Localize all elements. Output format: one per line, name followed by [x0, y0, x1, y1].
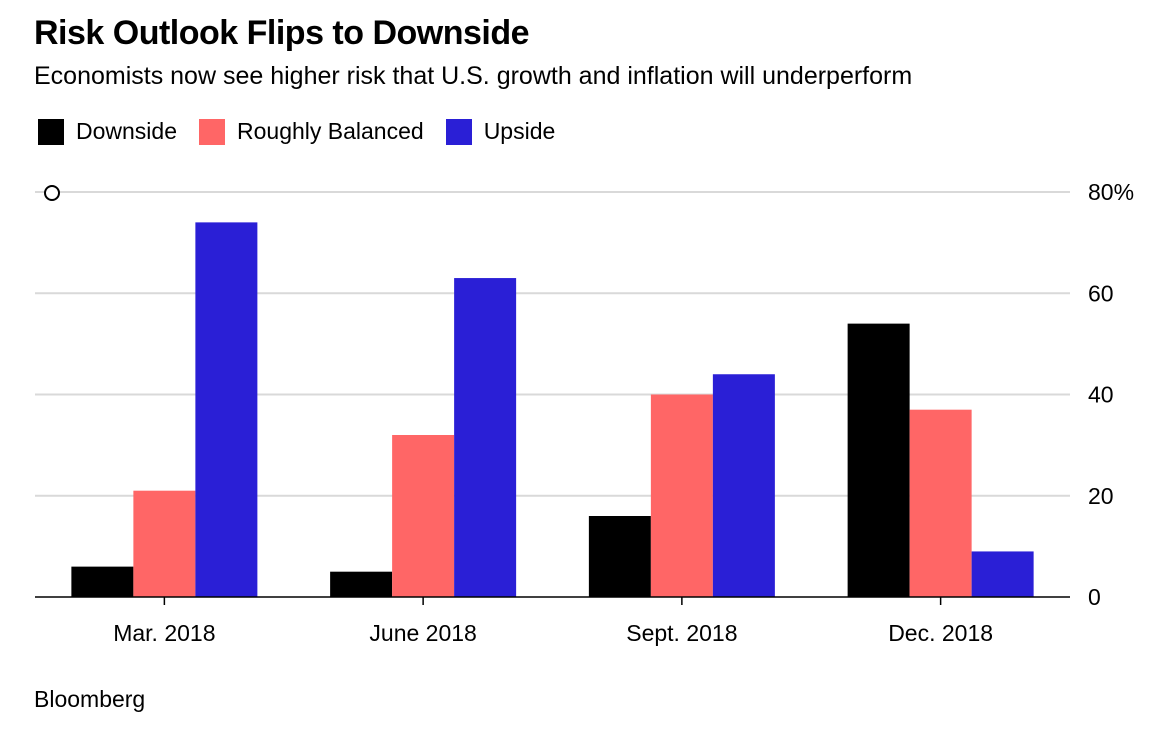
chart-marker-icon [44, 185, 60, 201]
legend-label-downside: Downside [76, 118, 177, 144]
x-tick-label: Mar. 2018 [113, 620, 215, 646]
bar-roughly-balanced [133, 490, 196, 597]
chart-subtitle: Economists now see higher risk that U.S.… [34, 62, 913, 90]
bar-downside [847, 323, 910, 597]
bar-roughly-balanced [909, 409, 972, 597]
legend-swatch-downside [38, 118, 64, 145]
y-tick-label: 80% [1088, 179, 1134, 205]
axes: 0 20 40 60 80% Mar. 2018 June 2018 Sept. 2018 De… [35, 179, 1134, 646]
bar-downside [588, 516, 651, 597]
bars [71, 222, 1034, 597]
bar-upside [712, 374, 775, 597]
legend-label-upside: Upside [483, 118, 556, 144]
bar-downside [330, 571, 393, 597]
legend-swatch-upside [445, 118, 472, 145]
legend-item-upside: Upside [445, 118, 556, 145]
x-tick-label: Sept. 2018 [626, 620, 737, 646]
x-tick-label: Dec. 2018 [888, 620, 993, 646]
bar-upside [971, 551, 1034, 597]
bar-upside [195, 222, 258, 597]
bar-roughly-balanced [650, 394, 713, 597]
y-tick-label: 40 [1088, 382, 1114, 408]
y-tick-label: 20 [1088, 483, 1114, 509]
legend: Downside Roughly Balanced Upside [38, 118, 577, 145]
bar-downside [71, 566, 134, 597]
chart-title: Risk Outlook Flips to Downside [34, 14, 530, 52]
source-label: Bloomberg [34, 686, 146, 712]
legend-item-downside: Downside [38, 118, 177, 145]
x-tick-label: June 2018 [369, 620, 476, 646]
bar-roughly-balanced [392, 435, 455, 597]
bar-upside [454, 278, 517, 597]
y-tick-label: 60 [1088, 280, 1114, 306]
legend-label-roughly-balanced: Roughly Balanced [237, 118, 424, 144]
y-tick-label: 0 [1088, 584, 1101, 610]
legend-item-roughly-balanced: Roughly Balanced [199, 118, 424, 145]
legend-swatch-roughly-balanced [199, 118, 225, 145]
